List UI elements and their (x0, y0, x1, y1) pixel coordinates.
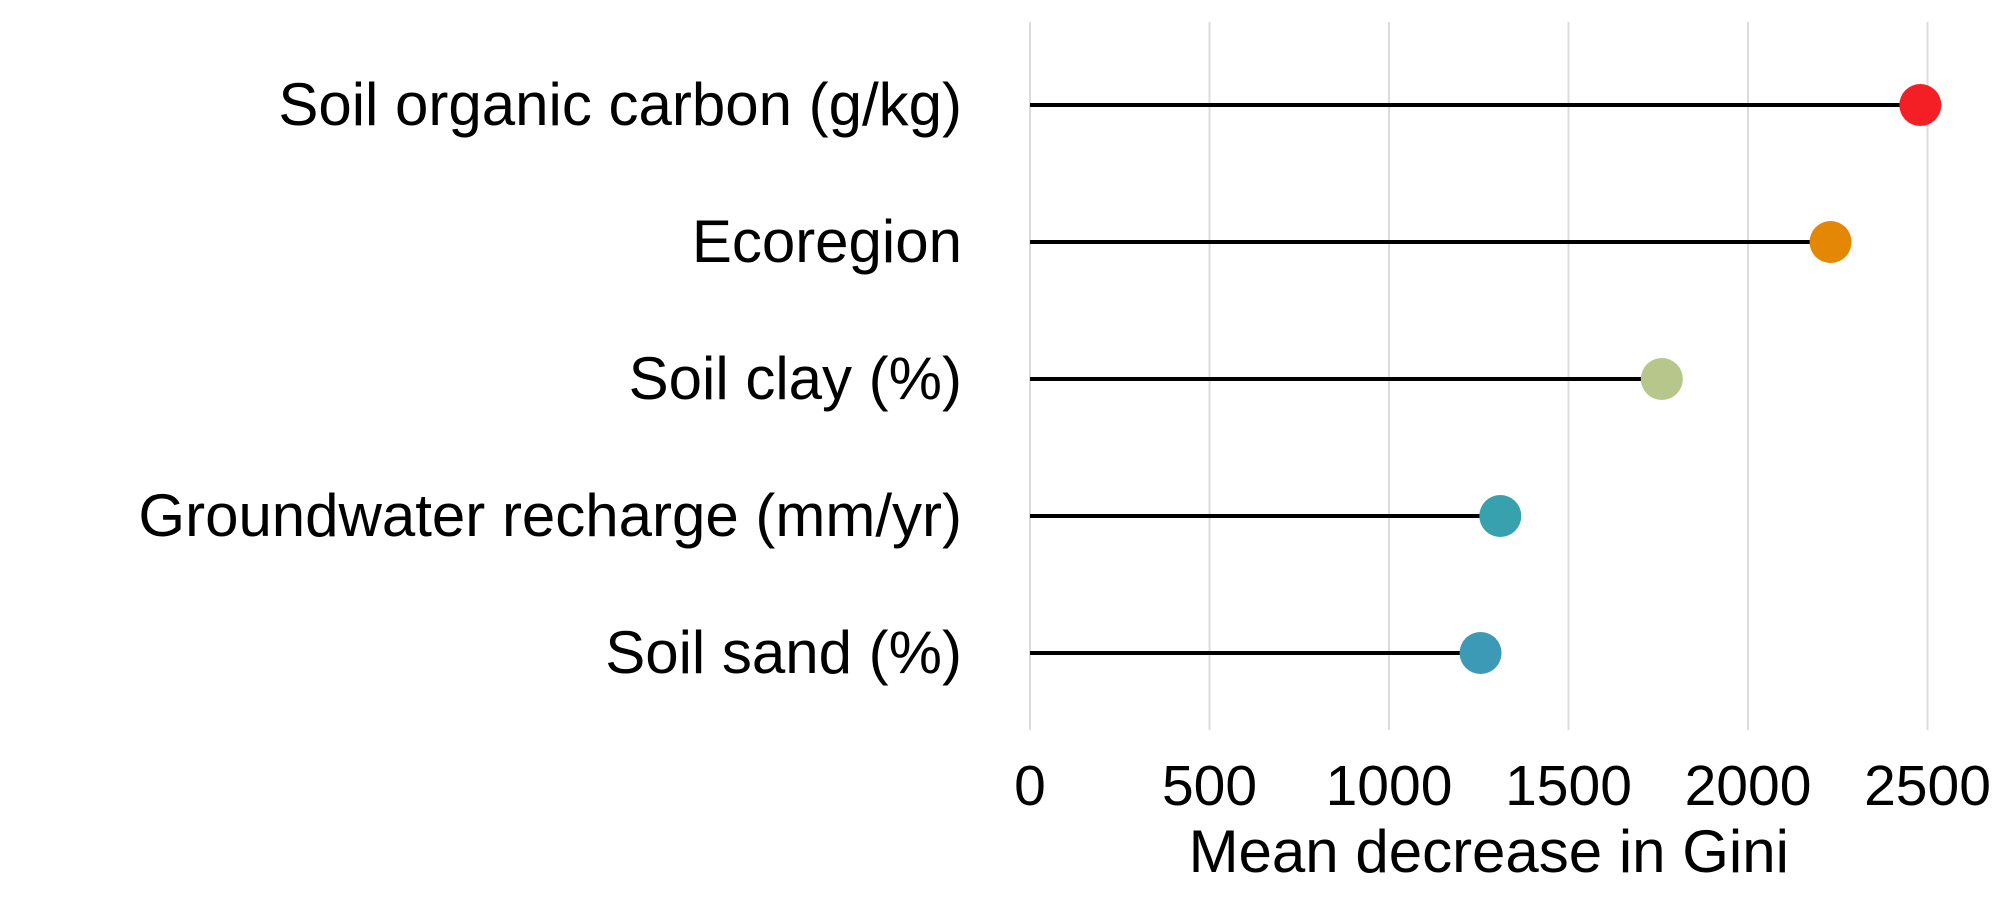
category-labels: Soil organic carbon (g/kg) Ecoregion Soil … (138, 71, 962, 686)
x-axis-title: Mean decrease in Gini (1189, 818, 1789, 885)
category-label: Soil organic carbon (g/kg) (278, 71, 962, 138)
gridlines (1029, 22, 1929, 730)
x-tick-label: 2000 (1685, 754, 1812, 818)
stems (1030, 103, 1921, 655)
category-label: Soil clay (%) (629, 345, 962, 412)
lollipop-point (1899, 84, 1942, 126)
category-label: Groundwater recharge (mm/yr) (138, 482, 962, 549)
x-tick-label: 1000 (1326, 754, 1453, 818)
category-label: Soil sand (%) (605, 619, 962, 686)
category-label: Ecoregion (692, 208, 962, 275)
lollipop-point (1640, 358, 1683, 400)
x-tick-label: 0 (1014, 754, 1046, 818)
lollipop-point (1459, 632, 1502, 674)
x-tick-labels: 0 500 1000 1500 2000 2500 (1014, 754, 1991, 818)
lollipop-point (1479, 495, 1522, 537)
points (1459, 84, 1942, 674)
x-tick-label: 500 (1162, 754, 1257, 818)
lollipop-point (1809, 221, 1852, 263)
x-tick-label: 1500 (1505, 754, 1632, 818)
x-tick-label: 2500 (1864, 754, 1991, 818)
